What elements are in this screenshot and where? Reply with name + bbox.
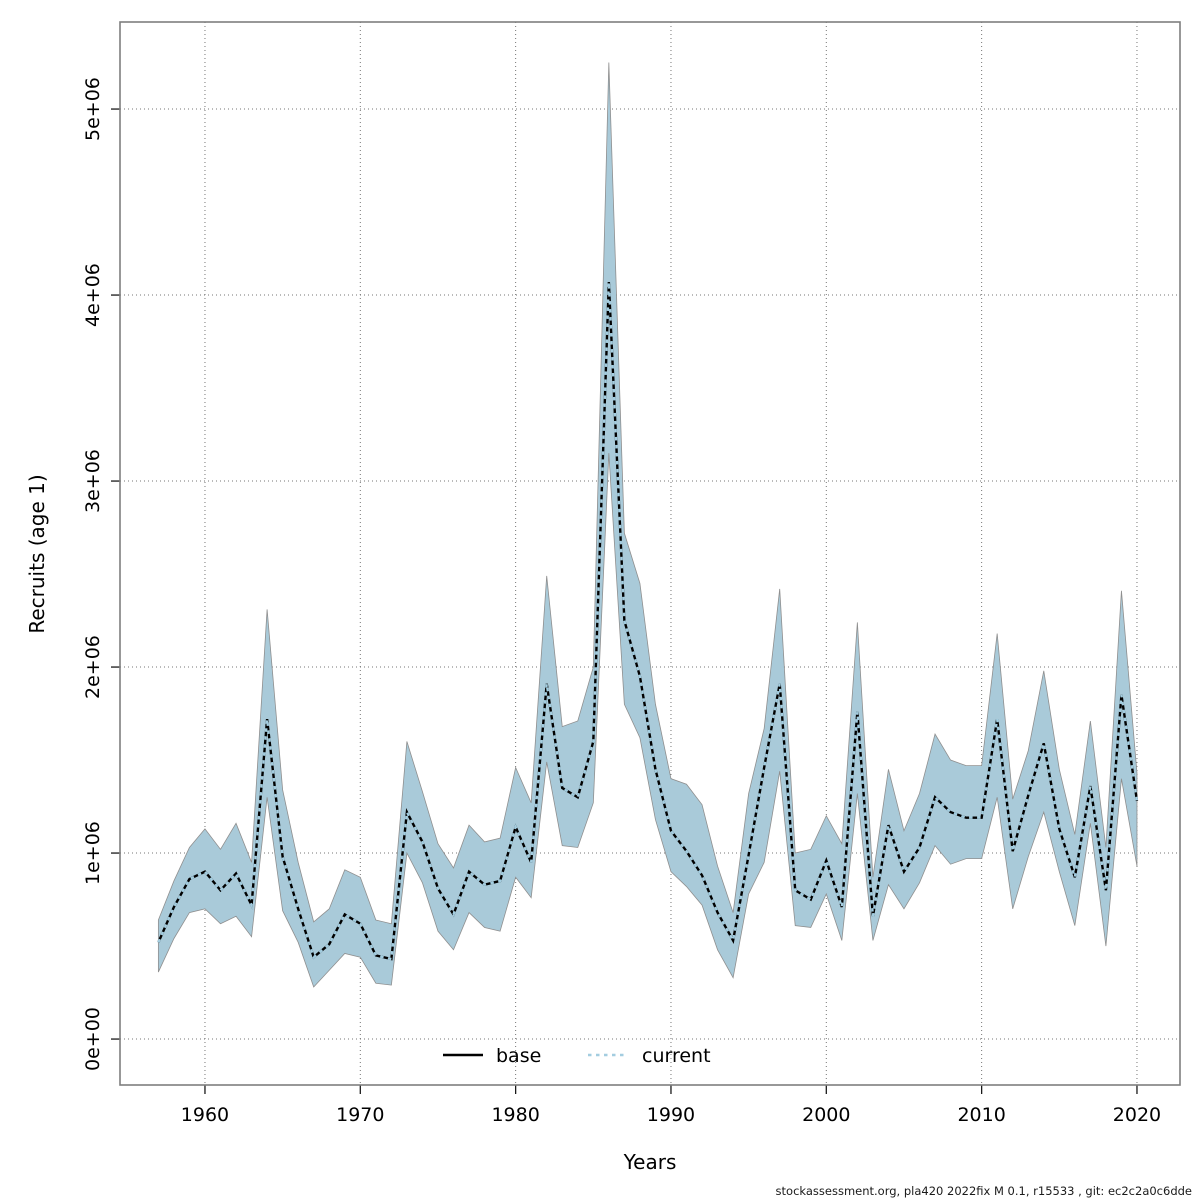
x-tick-label: 2020 xyxy=(1113,1104,1161,1126)
y-tick-label: 3e+06 xyxy=(82,449,104,513)
legend-base-label: base xyxy=(496,1045,541,1067)
confidence-band-layer xyxy=(157,62,1138,988)
y-tick-label: 0e+00 xyxy=(82,1007,104,1071)
current-line xyxy=(157,281,1139,961)
x-tick-label: 1970 xyxy=(336,1104,384,1126)
x-tick-label: 1980 xyxy=(491,1104,539,1126)
y-tick-label: 1e+06 xyxy=(82,821,104,885)
axis-layer: 1960 1970 1980 1990 2000 2010 2020 0e+00 1e+06 2e… xyxy=(82,77,1161,1126)
x-tick-label: 1960 xyxy=(181,1104,229,1126)
y-tick-label: 2e+06 xyxy=(82,635,104,699)
series-layer xyxy=(157,281,1139,961)
grid-layer xyxy=(120,22,1180,1085)
x-axis-title: Years xyxy=(623,1150,677,1174)
x-tick-label: 2010 xyxy=(957,1104,1005,1126)
legend: base current xyxy=(443,1045,711,1067)
y-axis-title: Recruits (age 1) xyxy=(25,474,49,633)
footer-credit: stockassessment.org, pla420 2022fix M 0.… xyxy=(776,1184,1192,1198)
x-tick-label: 1990 xyxy=(647,1104,695,1126)
y-tick-label: 5e+06 xyxy=(82,77,104,141)
plot-frame xyxy=(119,21,1181,1086)
x-tick-label: 2000 xyxy=(802,1104,850,1126)
legend-current-label: current xyxy=(642,1045,711,1067)
confidence-band xyxy=(157,62,1138,988)
y-tick-label: 4e+06 xyxy=(82,263,104,327)
